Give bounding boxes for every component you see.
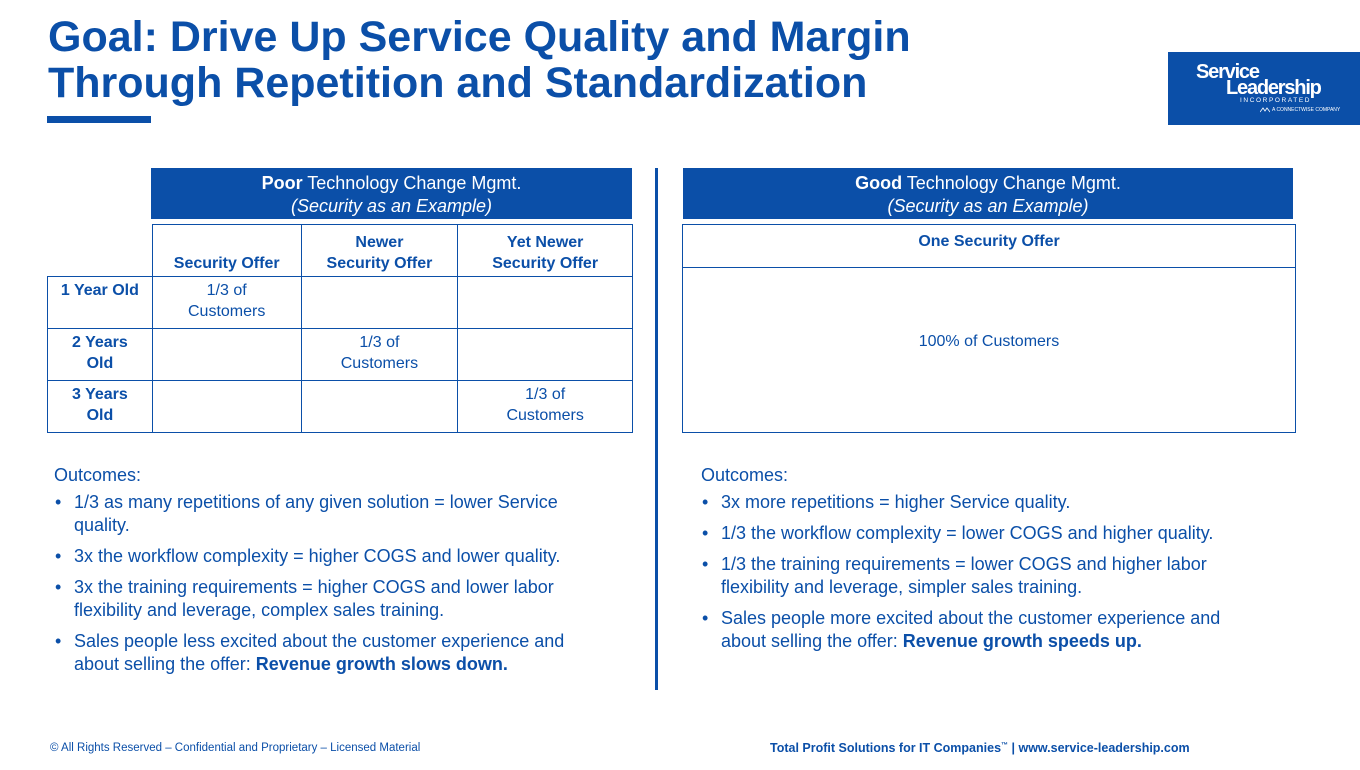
logo-connectwise: A CONNECTWISE COMPANY bbox=[1272, 107, 1341, 113]
trademark-mark: ™ bbox=[1001, 741, 1009, 749]
center-divider bbox=[655, 168, 658, 690]
list-item: 1/3 the training requirements = lower CO… bbox=[701, 553, 1261, 599]
good-header-subtitle: (Security as an Example) bbox=[887, 196, 1089, 216]
cell-value: 1/3 of Customers bbox=[188, 282, 266, 320]
list-item: 3x the workflow complexity = higher COGS… bbox=[54, 545, 614, 568]
poor-header-bold: Poor bbox=[261, 173, 303, 193]
table-corner bbox=[47, 224, 153, 277]
outcome-emphasis: Revenue growth slows down. bbox=[255, 654, 508, 674]
outcome-text: 1/3 the training requirements = lower CO… bbox=[721, 554, 1207, 597]
table-cell bbox=[300, 276, 459, 329]
good-matrix-table: One Security Offer 100% of Customers bbox=[682, 224, 1296, 433]
good-outcomes: Outcomes: 3x more repetitions = higher S… bbox=[701, 464, 1261, 661]
row-header-label: 3 Years Old bbox=[72, 386, 128, 424]
table-header-row: One Security Offer bbox=[682, 224, 1296, 268]
footer-tagline: Total Profit Solutions for IT Companies™… bbox=[770, 741, 1190, 755]
table-cell: 1/3 of Customers bbox=[300, 328, 459, 381]
poor-header-subtitle: (Security as an Example) bbox=[290, 196, 493, 216]
good-header: Good Technology Change Mgmt. (Security a… bbox=[683, 168, 1293, 219]
poor-header-text: Technology Change Mgmt. bbox=[302, 173, 522, 193]
column-header-label: One Security Offer bbox=[918, 233, 1060, 250]
outcomes-list: 1/3 as many repetitions of any given sol… bbox=[54, 491, 614, 676]
list-item: 3x the training requirements = higher CO… bbox=[54, 576, 614, 622]
list-item: 1/3 the workflow complexity = lower COGS… bbox=[701, 522, 1261, 545]
logo-word-service: Service bbox=[1196, 61, 1260, 83]
table-cell bbox=[151, 380, 302, 433]
list-item: Sales people less excited about the cust… bbox=[54, 630, 614, 676]
list-item: 3x more repetitions = higher Service qua… bbox=[701, 491, 1261, 514]
outcome-emphasis: Revenue growth speeds up. bbox=[902, 631, 1142, 651]
tagline-text: Total Profit Solutions for IT Companies bbox=[770, 741, 1002, 755]
row-header: 2 Years Old bbox=[47, 328, 153, 381]
column-header: Security Offer bbox=[151, 224, 302, 277]
title-line-1: Goal: Drive Up Service Quality and Margi… bbox=[48, 13, 911, 61]
cell-value: 1/3 of Customers bbox=[506, 386, 584, 424]
outcome-text: 3x more repetitions = higher Service qua… bbox=[721, 492, 1071, 512]
outcome-text: Sales people more excited about the cust… bbox=[721, 608, 1221, 651]
outcome-text: 3x the training requirements = higher CO… bbox=[74, 577, 554, 620]
slide-title: Goal: Drive Up Service Quality and Margi… bbox=[48, 14, 1048, 106]
table-cell: 1/3 of Customers bbox=[151, 276, 302, 329]
column-header: One Security Offer bbox=[682, 224, 1296, 268]
table-row: 100% of Customers bbox=[682, 267, 1296, 433]
outcome-text: 1/3 as many repetitions of any given sol… bbox=[74, 492, 558, 535]
poor-header: Poor Technology Change Mgmt. (Security a… bbox=[151, 168, 632, 219]
title-line-2: Through Repetition and Standardization bbox=[48, 59, 868, 107]
copyright-notice: © All Rights Reserved – Confidential and… bbox=[50, 742, 421, 754]
row-header-label: 2 Years Old bbox=[72, 334, 128, 372]
row-header: 1 Year Old bbox=[47, 276, 153, 329]
row-header-label: 1 Year Old bbox=[60, 282, 139, 299]
list-item: 1/3 as many repetitions of any given sol… bbox=[54, 491, 614, 537]
table-cell bbox=[300, 380, 459, 433]
cell-value: 1/3 of Customers bbox=[340, 334, 419, 372]
column-header-label: Newer Security Offer bbox=[326, 234, 433, 272]
outcomes-title: Outcomes: bbox=[54, 465, 142, 485]
list-item: Sales people more excited about the cust… bbox=[701, 607, 1261, 653]
outcome-text: 3x the workflow complexity = higher COGS… bbox=[74, 546, 561, 566]
table-row: 2 Years Old 1/3 of Customers bbox=[47, 328, 633, 381]
connectwise-mark-icon bbox=[1260, 107, 1270, 113]
outcome-text: 1/3 the workflow complexity = lower COGS… bbox=[721, 523, 1214, 543]
table-cell: 100% of Customers bbox=[682, 267, 1296, 433]
poor-outcomes: Outcomes: 1/3 as many repetitions of any… bbox=[54, 464, 614, 684]
table-cell: 1/3 of Customers bbox=[457, 380, 633, 433]
table-cell bbox=[151, 328, 302, 381]
table-row: 3 Years Old 1/3 of Customers bbox=[47, 380, 633, 433]
table-header-row: Security Offer Newer Security Offer Yet … bbox=[47, 224, 633, 277]
poor-matrix-table: Security Offer Newer Security Offer Yet … bbox=[47, 224, 633, 433]
title-accent-bar bbox=[47, 116, 151, 123]
good-header-bold: Good bbox=[855, 173, 903, 193]
logo-incorporated: INCORPORATED bbox=[1240, 97, 1312, 104]
table-cell bbox=[457, 328, 633, 381]
service-leadership-logo: Service Leadership INCORPORATED A CONNEC… bbox=[1168, 52, 1360, 125]
column-header-label: Security Offer bbox=[173, 255, 280, 272]
outcomes-list: 3x more repetitions = higher Service qua… bbox=[701, 491, 1261, 653]
outcome-text: Sales people less excited about the cust… bbox=[74, 631, 565, 674]
column-header: Yet Newer Security Offer bbox=[457, 224, 633, 277]
outcomes-title: Outcomes: bbox=[701, 465, 789, 485]
logo-word-leadership: Leadership bbox=[1226, 77, 1322, 99]
website-link[interactable]: | www.service-leadership.com bbox=[1008, 741, 1190, 755]
table-row: 1 Year Old 1/3 of Customers bbox=[47, 276, 633, 329]
good-header-text: Technology Change Mgmt. bbox=[902, 173, 1121, 193]
column-header: Newer Security Offer bbox=[300, 224, 459, 277]
row-header: 3 Years Old bbox=[47, 380, 153, 433]
table-cell bbox=[457, 276, 633, 329]
column-header-label: Yet Newer Security Offer bbox=[492, 234, 599, 272]
cell-value: 100% of Customers bbox=[918, 332, 1060, 350]
